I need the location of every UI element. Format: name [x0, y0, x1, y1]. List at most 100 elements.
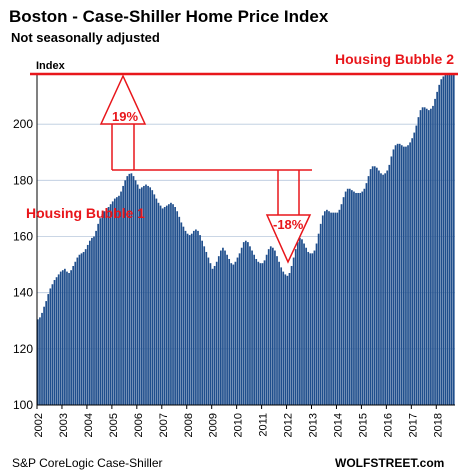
- bar: [452, 75, 455, 406]
- bar: [253, 254, 255, 405]
- bar: [313, 250, 316, 405]
- bar: [421, 107, 424, 405]
- annotation-housing-bubble-1: Housing Bubble 1: [26, 205, 145, 221]
- bar: [284, 274, 287, 405]
- bar: [203, 246, 206, 405]
- bar: [186, 233, 189, 405]
- bar: [37, 319, 39, 405]
- bar: [378, 170, 380, 405]
- bar: [398, 143, 401, 405]
- bar: [286, 275, 289, 405]
- bar: [419, 110, 422, 406]
- y-tick-label: 140: [13, 286, 33, 300]
- bar: [375, 167, 378, 405]
- bar: [111, 201, 114, 405]
- y-axis-ticks: 100 120 140 160 180 200: [13, 117, 33, 412]
- x-tick-label: 2003: [58, 413, 70, 437]
- bar: [151, 190, 154, 405]
- bar: [199, 235, 201, 405]
- bar: [440, 79, 443, 405]
- bar: [72, 265, 75, 405]
- x-tick-label: 2014: [333, 413, 345, 437]
- bar: [400, 145, 403, 406]
- x-tick-label: 2016: [382, 413, 394, 437]
- bar: [323, 211, 326, 405]
- bar: [427, 110, 430, 406]
- x-tick-label: 2010: [233, 413, 245, 437]
- bar: [355, 192, 357, 405]
- bar: [84, 249, 87, 405]
- y-axis-label: Index: [36, 60, 66, 72]
- bar: [346, 188, 349, 405]
- down-arrow: [265, 170, 312, 264]
- bar: [70, 270, 72, 405]
- x-tick-label: 2017: [407, 413, 419, 437]
- bar: [292, 257, 295, 405]
- bar: [178, 216, 181, 405]
- bar: [82, 251, 85, 405]
- bar: [442, 76, 445, 406]
- bar: [118, 195, 120, 405]
- bar: [249, 246, 251, 405]
- bar: [236, 257, 239, 405]
- bar: [417, 117, 420, 406]
- y-tick-label: 160: [13, 230, 33, 244]
- bar: [213, 265, 216, 405]
- bar: [86, 244, 89, 405]
- bar: [201, 240, 203, 405]
- bar: [205, 251, 208, 405]
- bar: [217, 256, 220, 405]
- bar: [78, 254, 81, 405]
- bar: [319, 223, 322, 405]
- bar: [68, 273, 70, 405]
- bar: [344, 191, 347, 405]
- x-tick-label: 2018: [432, 413, 444, 437]
- bar: [425, 108, 428, 405]
- bar: [430, 108, 432, 405]
- bar: [301, 239, 303, 405]
- bar: [348, 188, 351, 405]
- bar: [230, 263, 233, 405]
- bar: [197, 230, 199, 405]
- bar: [274, 250, 276, 405]
- bar: [132, 176, 135, 405]
- bar: [120, 191, 122, 405]
- bar: [411, 138, 414, 405]
- bar: [95, 230, 97, 405]
- bar: [192, 230, 195, 405]
- bar: [244, 240, 247, 405]
- bar: [116, 197, 118, 405]
- bar: [257, 261, 260, 405]
- bar: [296, 242, 299, 405]
- bar: [326, 209, 328, 405]
- source-label: S&P CoreLogic Case-Shiller: [12, 456, 163, 470]
- bar: [143, 185, 145, 405]
- bar: [259, 263, 262, 405]
- bar: [97, 223, 100, 405]
- bar: [53, 280, 56, 405]
- bar: [93, 236, 95, 405]
- bar: [157, 202, 160, 405]
- bar: [45, 301, 48, 405]
- bar: [365, 183, 368, 405]
- brand-label: WOLFSTREET.com: [335, 456, 444, 470]
- bar: [276, 256, 278, 405]
- x-tick-label: 2007: [158, 413, 170, 437]
- bar: [388, 164, 391, 405]
- bar: [369, 169, 372, 405]
- bar: [55, 277, 58, 405]
- x-tick-label: 2012: [283, 413, 295, 437]
- bar: [155, 198, 158, 405]
- bar: [126, 176, 129, 405]
- x-axis-ticks: 2002 2003 2004 2005 2006 2007 2008 2009 2010 2011…: [33, 405, 444, 437]
- bar: [434, 98, 436, 405]
- bar: [99, 218, 102, 405]
- bar: [267, 249, 270, 405]
- bar: [315, 243, 318, 405]
- x-tick-label: 2005: [108, 413, 120, 437]
- bar: [51, 284, 54, 405]
- bar: [340, 204, 343, 405]
- bar: [47, 294, 50, 405]
- bar: [80, 253, 83, 405]
- x-tick-label: 2002: [33, 413, 45, 437]
